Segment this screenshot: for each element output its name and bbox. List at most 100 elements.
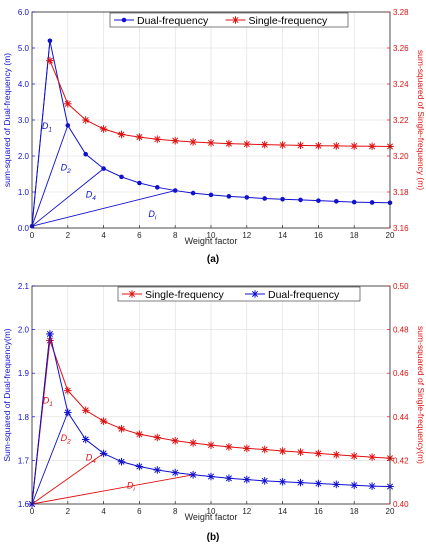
data-point [208, 192, 214, 198]
y-right-tick-label: 0.44 [393, 413, 409, 422]
data-point [278, 141, 287, 149]
data-point [350, 452, 358, 460]
data-point [83, 151, 88, 157]
data-point [332, 450, 341, 459]
ray-label: Di [148, 209, 157, 222]
y-left-tick-label: 4.0 [18, 80, 30, 89]
data-point [137, 180, 142, 186]
data-point [64, 100, 72, 108]
x-tick-label: 20 [386, 231, 395, 240]
data-point [334, 199, 339, 204]
legend-label: Single-frequency [145, 289, 225, 301]
data-point [368, 453, 376, 461]
y-right-tick-label: 3.20 [393, 152, 409, 161]
data-point [296, 141, 305, 150]
y-axis-right-label: sum-squared of Single-frequency (m) [416, 50, 426, 190]
panel-caption: (a) [207, 254, 219, 265]
data-point [135, 133, 144, 141]
data-point [298, 197, 303, 203]
data-point [117, 457, 126, 466]
y-left-tick-label: 1.9 [18, 369, 30, 378]
data-point [46, 56, 54, 65]
annotations: D1 D2 D4 Di [42, 121, 157, 222]
data-point [46, 330, 54, 338]
x-tick-label: 4 [101, 231, 106, 240]
data-point [314, 479, 323, 488]
y-left-tick-label: 3.0 [18, 116, 30, 125]
data-point [117, 424, 126, 433]
x-tick-label: 8 [173, 507, 178, 516]
data-point [260, 445, 269, 454]
axis-ticks: 0 2 4 6 8 10 12 14 16 18 20 0.0 1.0 2.0 3.0 4.0 5.0 6.0 3.… [18, 8, 409, 240]
y-left-tick-label: 1.6 [18, 500, 30, 509]
ray-label: D1 [43, 396, 54, 409]
data-point [189, 138, 197, 146]
data-point [296, 448, 305, 456]
y-right-tick-label: 0.40 [393, 500, 409, 509]
x-tick-label: 2 [66, 507, 71, 516]
x-tick-label: 18 [350, 507, 359, 516]
ray-label: D4 [86, 452, 97, 465]
ray-line-Di [31, 474, 194, 505]
x-tick-label: 12 [242, 507, 251, 516]
data-point [225, 474, 233, 483]
data-point [350, 142, 358, 150]
data-point [243, 140, 251, 148]
data-point [81, 406, 90, 415]
x-axis-label: Weight factor [185, 512, 238, 522]
x-tick-label: 16 [314, 507, 323, 516]
y-right-tick-label: 3.26 [393, 44, 409, 53]
y-left-tick-label: 2.0 [18, 152, 30, 161]
y-right-tick-label: 3.28 [393, 8, 409, 17]
panel-caption: (b) [207, 532, 220, 543]
x-tick-label: 12 [242, 231, 251, 240]
chart-panel-a: 0 2 4 6 8 10 12 14 16 18 20 0.0 1.0 2.0 3.0 4.0 5.0 6.0 3.… [2, 8, 426, 265]
data-point [101, 166, 106, 171]
x-tick-label: 10 [207, 231, 216, 240]
ray-label: Di [127, 481, 135, 494]
legend-marker [121, 17, 127, 23]
data-point [171, 468, 179, 477]
x-tick-label: 18 [350, 231, 359, 240]
data-point [243, 475, 251, 484]
legend-label: Dual-frequency [268, 289, 340, 301]
data-point [135, 462, 144, 471]
ray-line-D2 [31, 125, 69, 227]
data-point [99, 125, 108, 133]
grid-lines [31, 285, 391, 505]
data-point [117, 130, 126, 139]
chart-panel-b: 0 2 4 6 8 10 12 14 16 18 20 1.6 1.7 1.8 1.9 2.0 2.1 0.40 0… [2, 282, 426, 543]
x-tick-label: 4 [101, 507, 106, 516]
data-point [81, 116, 90, 124]
data-point [368, 142, 376, 151]
data-point [314, 141, 323, 150]
x-tick-label: 6 [137, 507, 142, 516]
data-point [243, 444, 251, 453]
data-point [368, 482, 376, 490]
y-left-tick-label: 2.1 [18, 282, 30, 291]
legend-marker [128, 290, 136, 298]
x-tick-label: 14 [278, 231, 287, 240]
y-right-tick-label: 3.22 [393, 116, 409, 125]
data-point [296, 478, 305, 487]
y-left-tick-label: 6.0 [18, 8, 30, 17]
data-point [278, 477, 287, 486]
y-axis-left-label: Sum-squared of Dual-frequency(m) [2, 328, 12, 461]
ray-line-D4 [31, 453, 104, 505]
data-point [135, 430, 144, 439]
data-point [369, 200, 375, 205]
data-point [350, 481, 358, 490]
data-point [190, 190, 196, 196]
data-point [171, 436, 179, 445]
data-point [332, 142, 341, 150]
data-point [189, 439, 197, 447]
data-point [260, 477, 269, 485]
y-left-tick-label: 1.0 [18, 188, 30, 197]
ray-label: D1 [42, 121, 53, 134]
y-right-tick-label: 3.18 [393, 188, 409, 197]
legend-box [117, 286, 361, 302]
x-tick-label: 6 [137, 231, 142, 240]
data-point [260, 140, 269, 149]
ray-label: D2 [61, 162, 72, 175]
